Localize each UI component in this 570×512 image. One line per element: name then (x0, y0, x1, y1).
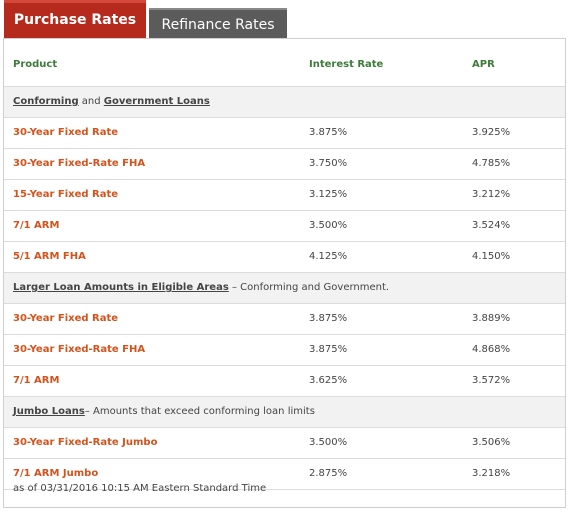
interest-rate-value: 3.750% (309, 158, 348, 169)
product-link[interactable]: 7/1 ARM Jumbo (13, 468, 99, 479)
apr-value: 3.524% (472, 220, 511, 231)
section-title-text: and (78, 96, 104, 107)
apr-value: 4.785% (472, 158, 511, 169)
interest-rate-value: 3.125% (309, 189, 348, 200)
interest-rate-value: 3.500% (309, 437, 348, 448)
interest-rate-value: 3.875% (309, 344, 348, 355)
table-row: 7/1 ARM 3.500% 3.524% (4, 210, 565, 241)
table-row: 30-Year Fixed Rate 3.875% 3.889% (4, 303, 565, 334)
table-row: 5/1 ARM FHA 4.125% 4.150% (4, 241, 565, 272)
table-row: 30-Year Fixed-Rate FHA 3.750% 4.785% (4, 148, 565, 179)
section-title-link[interactable]: Conforming (13, 96, 79, 107)
interest-rate-value: 3.625% (309, 375, 348, 386)
product-link[interactable]: 30-Year Fixed-Rate FHA (13, 158, 146, 169)
section-title-link[interactable]: Jumbo Loans (13, 406, 85, 417)
interest-rate-value: 4.125% (309, 251, 348, 262)
section-title: Conforming and Government Loans (13, 87, 210, 117)
section-title-text: – Conforming and Government. (228, 282, 390, 293)
rates-timestamp: as of 03/31/2016 10:15 AM Eastern Standa… (13, 483, 267, 494)
header-product: Product (13, 59, 58, 70)
interest-rate-value: 3.500% (309, 220, 348, 231)
table-row: 30-Year Fixed-Rate FHA 3.875% 4.868% (4, 334, 565, 365)
interest-rate-value: 2.875% (309, 468, 348, 479)
section-title-text: – Amounts that exceed conforming loan li… (84, 406, 315, 417)
product-link[interactable]: 7/1 ARM (13, 220, 60, 231)
interest-rate-value: 3.875% (309, 127, 348, 138)
section-header-row: Jumbo Loans– Amounts that exceed conform… (4, 396, 565, 427)
apr-value: 3.218% (472, 468, 511, 479)
header-apr: APR (472, 59, 495, 70)
apr-value: 3.889% (472, 313, 511, 324)
interest-rate-value: 3.875% (309, 313, 348, 324)
section-header-row: Conforming and Government Loans (4, 86, 565, 117)
tab-refinance-rates[interactable]: Refinance Rates (149, 8, 287, 42)
table-row: 30-Year Fixed-Rate Jumbo 3.500% 3.506% (4, 427, 565, 458)
table-divider (4, 489, 565, 490)
section-title-link[interactable]: Larger Loan Amounts in Eligible Areas (13, 282, 229, 293)
rates-table: Product Interest Rate APR Conforming and… (3, 38, 566, 508)
table-header: Product Interest Rate APR (4, 39, 565, 96)
product-link[interactable]: 30-Year Fixed-Rate Jumbo (13, 437, 158, 448)
product-link[interactable]: 7/1 ARM (13, 375, 60, 386)
product-link[interactable]: 30-Year Fixed Rate (13, 313, 119, 324)
apr-value: 4.868% (472, 344, 511, 355)
table-row: 7/1 ARM 3.625% 3.572% (4, 365, 565, 396)
tab-purchase-rates[interactable]: Purchase Rates (4, 0, 146, 40)
product-link[interactable]: 30-Year Fixed-Rate FHA (13, 344, 146, 355)
product-link[interactable]: 15-Year Fixed Rate (13, 189, 119, 200)
apr-value: 3.212% (472, 189, 511, 200)
table-row: 30-Year Fixed Rate 3.875% 3.925% (4, 117, 565, 148)
header-interest-rate: Interest Rate (309, 59, 384, 70)
table-row: 7/1 ARM Jumbo 2.875% 3.218% (4, 458, 565, 489)
product-link[interactable]: 30-Year Fixed Rate (13, 127, 119, 138)
apr-value: 3.925% (472, 127, 511, 138)
table-row: 15-Year Fixed Rate 3.125% 3.212% (4, 179, 565, 210)
apr-value: 3.572% (472, 375, 511, 386)
rate-tabs: Purchase Rates Refinance Rates (0, 0, 570, 42)
section-title: Jumbo Loans– Amounts that exceed conform… (13, 397, 315, 427)
apr-value: 4.150% (472, 251, 511, 262)
section-title: Larger Loan Amounts in Eligible Areas – … (13, 273, 389, 303)
section-title-link[interactable]: Government Loans (103, 96, 210, 107)
product-link[interactable]: 5/1 ARM FHA (13, 251, 86, 262)
apr-value: 3.506% (472, 437, 511, 448)
section-header-row: Larger Loan Amounts in Eligible Areas – … (4, 272, 565, 303)
